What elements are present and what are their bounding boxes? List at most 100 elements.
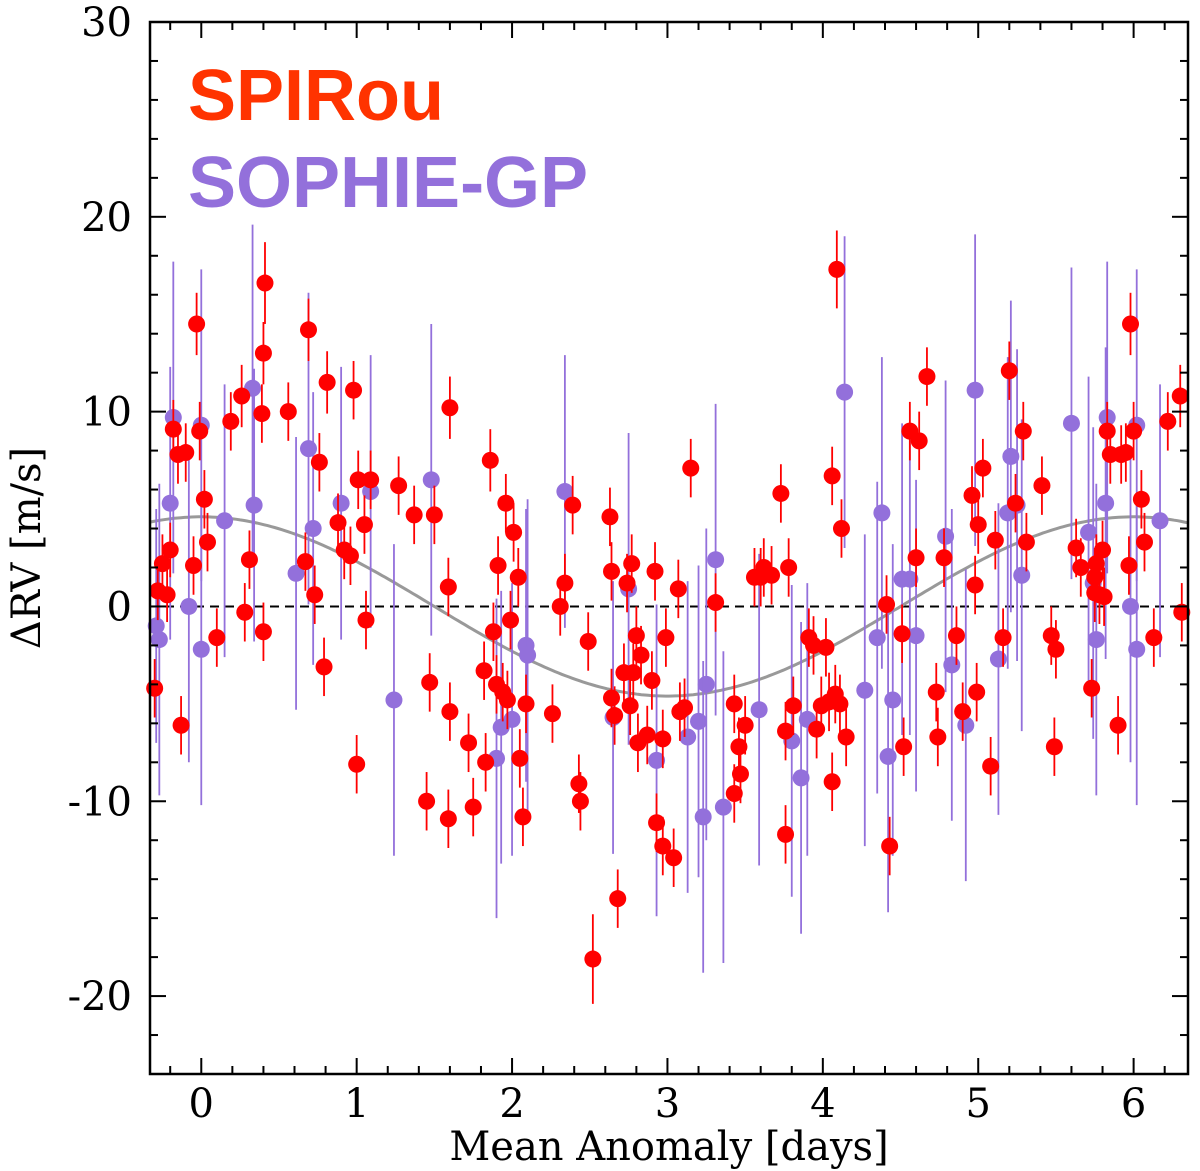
spirou-point [543,705,561,723]
spirou-point [784,697,802,715]
plot-frame [148,20,1190,1076]
spirou-point [254,623,272,641]
spirou-point [222,412,240,430]
spirou-point [253,405,271,423]
spirou-point [570,775,588,793]
spirou-point [418,792,436,810]
sophie-point [879,747,897,765]
x-axis-label: Mean Anomaly [days] [449,1124,888,1170]
sophie-point [287,564,305,582]
spirou-point [502,611,520,629]
spirou-point [643,671,661,689]
spirou-point [606,707,624,725]
spirou-point [624,664,642,682]
spirou-point [621,697,639,715]
spirou-point [777,722,795,740]
spirou-point [279,403,297,421]
spirou-point [161,541,179,559]
spirou-point [185,557,203,575]
y-tick-label: 20 [81,195,132,241]
sophie-point [937,527,955,545]
spirou-point [1095,588,1113,606]
spirou-point [477,753,495,771]
sophie-point [299,440,317,458]
spirou-point [1171,387,1189,405]
spirou-point [638,726,656,744]
spirou-point [665,849,683,867]
sophie-point [697,675,715,693]
sophie-point [216,512,234,530]
spirou-point [895,738,913,756]
spirou-point [707,594,725,612]
spirou-point [725,784,743,802]
spirou-point [878,595,896,613]
spirou-point [1007,494,1025,512]
spirou-point [1122,315,1140,333]
sophie-point [690,712,708,730]
sophie-point [679,728,697,746]
spirou-point [893,625,911,643]
spirou-point [603,562,621,580]
spirou-point [484,623,502,641]
spirou-point [963,486,981,504]
spirou-point [489,557,507,575]
spirou-point [929,728,947,746]
sophie-point [868,629,886,647]
sophie-point [694,808,712,826]
spirou-point [669,580,687,598]
spirou-point [1117,444,1135,462]
sophie-point [192,640,210,658]
spirou-point [1109,716,1127,734]
spirou-point [966,576,984,594]
sophie-point [304,520,322,538]
spirou-point [1047,640,1065,658]
sophie-point [707,551,725,569]
spirou-point [837,728,855,746]
spirou-point [349,471,367,489]
spirou-point [935,549,953,567]
spirou-point [195,490,213,508]
spirou-point [969,516,987,534]
spirou-point [1098,422,1116,440]
spirou-point [198,533,216,551]
spirou-point [517,695,535,713]
sophie-point [792,769,810,787]
sophie-point [1013,566,1031,584]
spirou-point [441,399,459,417]
spirou-point [947,627,965,645]
spirou-point [497,494,515,512]
spirou-point [1135,533,1153,551]
spirou-point [348,755,366,773]
spirou-point [1094,541,1112,559]
sophie-point [966,381,984,399]
sophie-point [1128,640,1146,658]
spirou-point [968,683,986,701]
spirou-point [551,597,569,615]
spirou-point [362,471,380,489]
sophie-point [1122,597,1140,615]
spirou-point [632,646,650,664]
spirou-point [355,516,373,534]
y-tick-label: 30 [81,0,132,46]
spirou-point [1087,555,1105,573]
spirou-point [832,520,850,538]
spirou-point [405,506,423,524]
x-tick-label: 0 [189,1081,214,1127]
spirou-point [772,484,790,502]
spirou-point [603,689,621,707]
spirou-point [233,387,251,405]
spirou-point [1132,490,1150,508]
y-tick-label: 10 [81,390,132,436]
sophie-point [422,471,440,489]
spirou-point [736,716,754,734]
spirou-point [146,679,164,697]
spirou-point [329,514,347,532]
spirou-point [731,765,749,783]
sophie-point [245,496,263,514]
spirou-point [1067,539,1085,557]
spirou-point [648,814,666,832]
spirou-point [439,578,457,596]
x-tick-label: 4 [810,1081,835,1127]
legend-spirou: SPIRou [188,56,444,136]
spirou-point [730,738,748,756]
